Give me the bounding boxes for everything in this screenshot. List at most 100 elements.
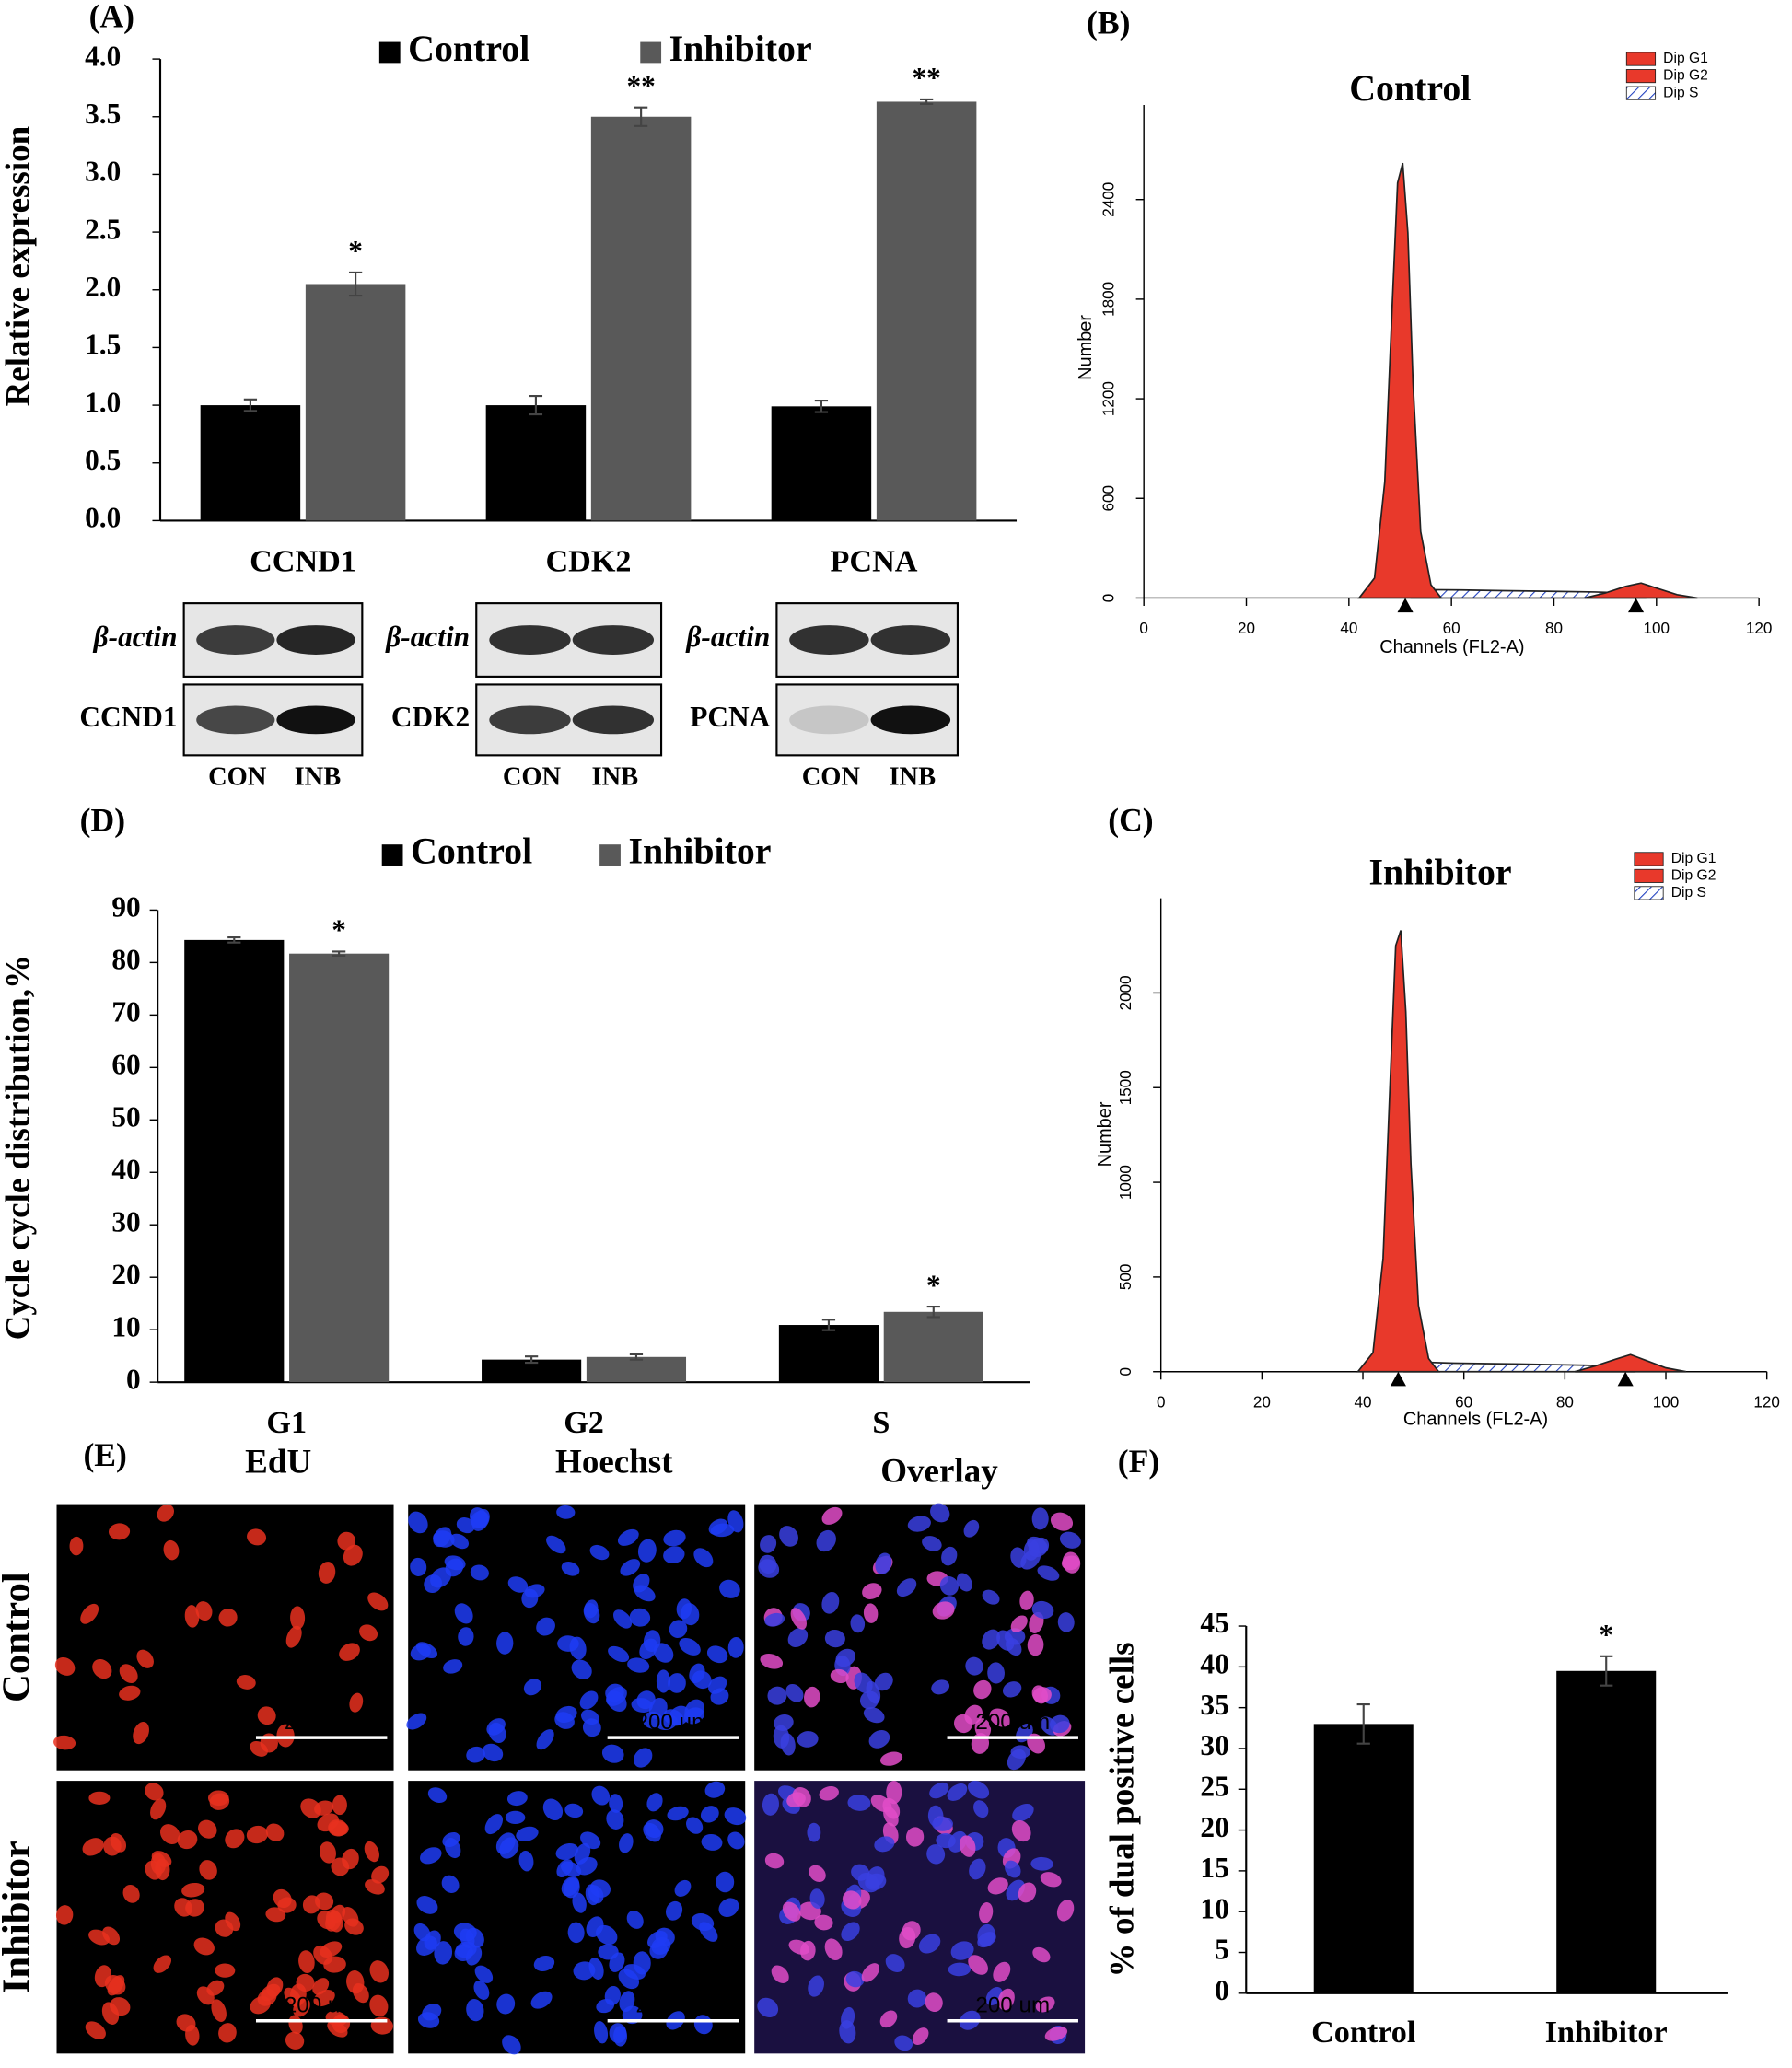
nucleus (875, 1552, 892, 1574)
nucleus (225, 1829, 245, 1849)
nucleus (868, 1730, 890, 1749)
nucleus (482, 1743, 504, 1762)
x-tick-label: 120 (1753, 1393, 1780, 1411)
y-tick-label: 0.5 (85, 444, 121, 476)
nucleus (997, 1988, 1015, 2011)
nucleus (1031, 1507, 1049, 1530)
nucleus (206, 1980, 225, 1996)
nucleus (198, 1819, 217, 1839)
nucleus (369, 1960, 390, 1983)
nucleus (507, 1576, 529, 1593)
error-bar (243, 398, 258, 412)
y-tick-label: 5 (1215, 1934, 1229, 1966)
error-bar (926, 1306, 940, 1319)
y-tick-label: 4.0 (85, 40, 121, 72)
x-axis-label: Channels (FL2-A) (1379, 637, 1524, 657)
nucleus (364, 1841, 379, 1863)
x-tick-label: G1 (266, 1406, 307, 1440)
nucleus (94, 1965, 112, 1988)
nucleus (247, 1528, 267, 1546)
blot-band (789, 705, 869, 735)
nucleus (821, 1506, 843, 1525)
bar (1313, 1724, 1414, 1993)
nucleus (882, 1797, 901, 1819)
nucleus (109, 1523, 131, 1540)
nucleus (1059, 1531, 1081, 1549)
nucleus (502, 2035, 521, 2055)
nucleus (601, 1744, 624, 1763)
nucleus (598, 1944, 619, 1960)
nucleus (474, 1965, 494, 1983)
nucleus (1050, 1714, 1070, 1734)
nucleus (546, 1535, 566, 1554)
nucleus (1032, 1687, 1052, 1703)
nucleus (225, 1911, 241, 1932)
nucleus (181, 1882, 205, 1898)
blot-label: CDK2 (391, 701, 470, 733)
nucleus (564, 1803, 584, 1818)
legend-swatch (1634, 886, 1664, 900)
nucleus (236, 1675, 256, 1690)
nucleus (460, 1928, 475, 1949)
nucleus (441, 1875, 460, 1893)
nucleus (174, 1898, 192, 1917)
lane-label: INB (295, 763, 342, 792)
nucleus (646, 1793, 663, 1812)
nucleus (290, 1606, 306, 1630)
nucleus (779, 1526, 798, 1547)
significance: * (926, 1269, 941, 1301)
y-tick-label: 45 (1200, 1607, 1228, 1639)
nucleus (953, 1714, 972, 1734)
nucleus (536, 1617, 555, 1636)
legend-swatch (1634, 868, 1664, 883)
nucleus (1057, 1612, 1075, 1632)
blot-label: β-actin (385, 621, 470, 653)
nucleus (899, 1926, 916, 1949)
legend-label: Control (408, 28, 529, 69)
nucleus (484, 1814, 504, 1835)
nucleus (701, 1833, 723, 1851)
nucleus (965, 1656, 983, 1676)
nucleus (410, 1557, 427, 1576)
nucleus (874, 1836, 895, 1853)
x-tick-label: 80 (1545, 620, 1563, 637)
nucleus (627, 1657, 650, 1673)
nucleus (596, 1998, 615, 2014)
nucleus (359, 1624, 378, 1642)
nucleus (847, 1795, 871, 1811)
nucleus (199, 1860, 217, 1880)
nucleus (637, 1539, 657, 1563)
nucleus (668, 1673, 686, 1693)
nucleus (530, 1991, 553, 2009)
y-tick-label: 35 (1200, 1689, 1228, 1721)
nucleus (931, 1679, 950, 1695)
nucleus (774, 1714, 794, 1731)
nucleus (101, 2002, 120, 2025)
nucleus (1037, 1565, 1060, 1581)
nucleus (574, 1842, 591, 1865)
nucleus (647, 1930, 668, 1948)
nucleus (209, 1793, 230, 1810)
blot-band (870, 705, 951, 735)
nucleus (276, 1724, 295, 1748)
nucleus (699, 1922, 718, 1942)
nucleus (926, 1844, 946, 1865)
nucleus (339, 1643, 360, 1661)
histogram-area (1584, 582, 1698, 599)
lane-label: INB (889, 763, 936, 792)
nucleus (809, 1888, 825, 1909)
legend-swatch (1625, 52, 1657, 66)
nucleus (808, 1975, 824, 1997)
nucleus (328, 1819, 348, 1837)
nucleus (563, 1877, 580, 1899)
nucleus (1050, 1512, 1074, 1531)
nucleus (979, 1902, 994, 1923)
bar (305, 284, 406, 521)
nucleus (674, 1879, 692, 1897)
nucleus (145, 1783, 164, 1801)
y-tick-label: 3.5 (85, 98, 121, 130)
nucleus (634, 1748, 653, 1768)
nucleus (618, 1969, 640, 1990)
nucleus (88, 1791, 111, 1805)
nucleus (505, 1810, 526, 1825)
